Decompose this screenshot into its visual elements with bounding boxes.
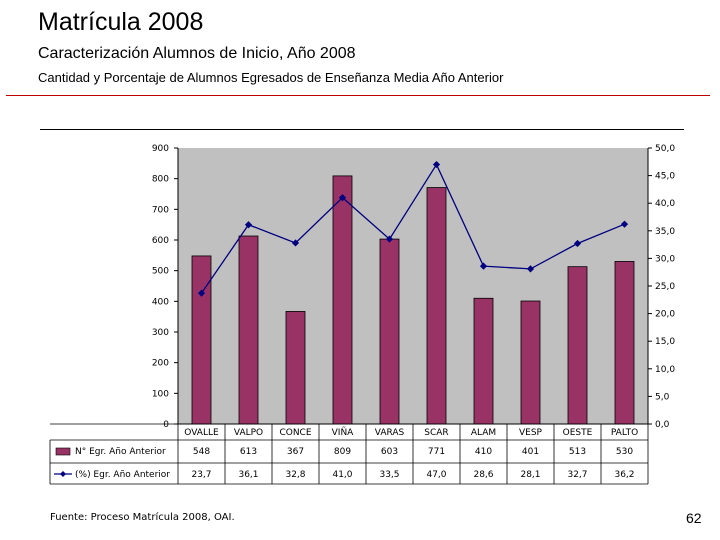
legend-swatch-bar bbox=[55, 447, 71, 456]
category-label: OESTE bbox=[563, 428, 593, 438]
line-marker bbox=[244, 221, 253, 229]
bar bbox=[285, 311, 306, 425]
data-label-count: 771 bbox=[428, 447, 445, 457]
page-number: 62 bbox=[686, 510, 702, 526]
bar bbox=[567, 266, 588, 425]
y-tick-label: 600 bbox=[152, 236, 169, 246]
y-tick-label: 700 bbox=[152, 205, 169, 215]
line-marker bbox=[620, 220, 629, 228]
y-tick-label: 800 bbox=[152, 175, 169, 185]
data-label-count: 548 bbox=[193, 447, 210, 457]
data-label-percent: 23,7 bbox=[191, 470, 211, 480]
legend-marker bbox=[60, 471, 66, 477]
line-marker bbox=[291, 239, 300, 247]
data-label-percent: 36,2 bbox=[614, 470, 634, 480]
data-label-percent: 28,1 bbox=[520, 470, 540, 480]
line-marker bbox=[526, 265, 535, 273]
series-line bbox=[200, 163, 625, 294]
line-marker bbox=[385, 235, 394, 243]
y2-tick-label: 35,0 bbox=[655, 227, 675, 237]
category-label: OVALLE bbox=[184, 428, 219, 438]
data-label-count: 513 bbox=[569, 447, 586, 457]
data-label-count: 613 bbox=[240, 447, 257, 457]
data-label-count: 410 bbox=[475, 447, 492, 457]
data-label-count: 809 bbox=[334, 447, 351, 457]
line-marker bbox=[197, 289, 206, 297]
category-label: VARAS bbox=[375, 428, 405, 438]
line-marker bbox=[479, 262, 488, 270]
category-label: VIÑA bbox=[332, 427, 355, 438]
line-marker bbox=[573, 239, 582, 248]
y-tick-label: 100 bbox=[152, 389, 169, 399]
page-title: Matrícula 2008 bbox=[38, 8, 204, 36]
legend-label-bar: N° Egr. Año Anterior bbox=[75, 447, 166, 457]
y2-tick-label: 25,0 bbox=[655, 282, 675, 292]
data-label-percent: 28,6 bbox=[473, 470, 493, 480]
y2-tick-label: 30,0 bbox=[655, 254, 675, 264]
y2-tick-label: 50,0 bbox=[655, 144, 675, 154]
y2-tick-label: 40,0 bbox=[655, 199, 675, 209]
header-divider bbox=[6, 95, 710, 96]
bar bbox=[520, 300, 541, 425]
data-label-count: 603 bbox=[381, 447, 398, 457]
y2-tick-label: 15,0 bbox=[655, 337, 675, 347]
category-label: SCAR bbox=[424, 428, 448, 438]
data-label-percent: 33,5 bbox=[379, 470, 399, 480]
line-marker bbox=[432, 160, 441, 169]
bar bbox=[473, 297, 494, 425]
page-subtitle: Caracterización Alumnos de Inicio, Año 2… bbox=[38, 45, 356, 62]
bar bbox=[238, 235, 259, 425]
bar bbox=[379, 238, 400, 425]
line-marker bbox=[338, 194, 347, 202]
bar bbox=[426, 187, 447, 425]
y2-tick-label: 10,0 bbox=[655, 365, 675, 375]
y-tick-label: 200 bbox=[152, 359, 169, 369]
data-label-count: 401 bbox=[522, 447, 539, 457]
data-label-percent: 47,0 bbox=[426, 470, 446, 480]
chart-caption: Cantidad y Porcentaje de Alumnos Egresad… bbox=[38, 70, 504, 85]
source-note: Fuente: Proceso Matrícula 2008, OAI. bbox=[50, 512, 235, 523]
data-label-count: 367 bbox=[287, 447, 304, 457]
y2-tick-label: 5,0 bbox=[655, 392, 670, 402]
data-label-count: 530 bbox=[616, 447, 633, 457]
y-tick-label: 900 bbox=[152, 144, 169, 154]
bar bbox=[614, 261, 635, 425]
y2-tick-label: 45,0 bbox=[655, 172, 675, 182]
category-label: VESP bbox=[519, 428, 543, 438]
data-label-percent: 36,1 bbox=[238, 470, 258, 480]
data-label-percent: 41,0 bbox=[332, 470, 352, 480]
legend-label-line: (%) Egr. Año Anterior bbox=[75, 470, 170, 480]
category-label: ALAM bbox=[471, 428, 496, 438]
y-tick-label: 400 bbox=[152, 297, 169, 307]
data-label-percent: 32,7 bbox=[567, 470, 587, 480]
category-label: VALPO bbox=[234, 428, 263, 438]
y2-tick-label: 0,0 bbox=[655, 420, 670, 430]
y-tick-label: 300 bbox=[152, 328, 169, 338]
y-tick-label: 500 bbox=[152, 267, 169, 277]
bar bbox=[332, 175, 353, 425]
data-label-percent: 32,8 bbox=[285, 470, 305, 480]
category-label: CONCE bbox=[279, 428, 311, 438]
y2-tick-label: 20,0 bbox=[655, 310, 675, 320]
y-tick-label: 0 bbox=[163, 420, 169, 430]
bar bbox=[191, 255, 212, 425]
category-label: PALTO bbox=[611, 428, 638, 438]
chart-top-rule bbox=[40, 129, 684, 130]
